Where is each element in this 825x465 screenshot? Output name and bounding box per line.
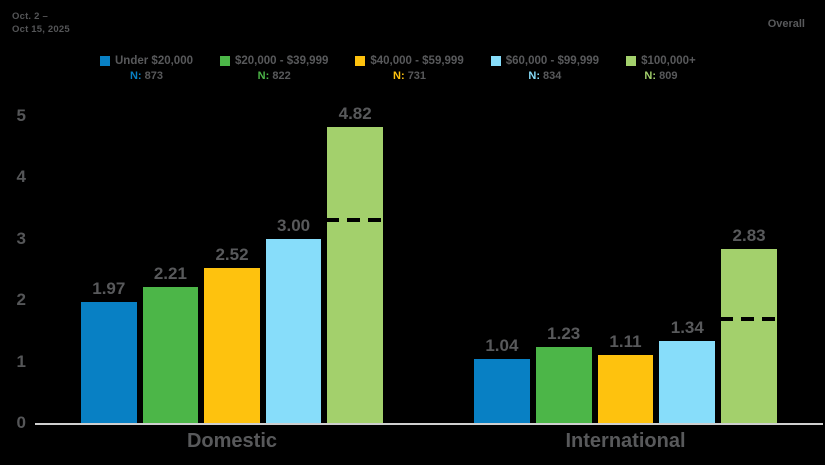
date-range-line2: Oct 15, 2025 <box>12 24 70 35</box>
legend-sample-size: N: 834 <box>528 70 561 82</box>
bar <box>265 238 322 423</box>
legend-n-prefix: N: <box>393 70 408 82</box>
legend-n-prefix: N: <box>257 70 273 82</box>
bar <box>721 249 777 423</box>
date-range-line1: Oct. 2 – <box>12 11 48 22</box>
bar <box>659 340 716 423</box>
bar-group-domestic: 1.97 2.21 2.52 3.00 4.82 <box>81 104 384 423</box>
bar-cell: 2.83 <box>720 226 778 423</box>
bar-cell: 1.04 <box>474 336 530 423</box>
bar-value-label: 1.34 <box>670 317 704 337</box>
legend-sample-size: N: 822 <box>258 70 291 82</box>
bar <box>81 302 137 423</box>
legend-item-label: $40,000 - $59,999 <box>370 55 464 67</box>
bar-cell: 1.11 <box>597 331 654 423</box>
y-tick-label: 4 <box>16 167 26 187</box>
legend-swatch <box>100 56 110 66</box>
legend-swatch <box>626 56 637 66</box>
x-axis-line <box>35 423 823 425</box>
legend-n-prefix: N: <box>644 70 660 82</box>
bar <box>327 127 383 423</box>
legend-n-value: 834 <box>543 70 562 82</box>
legend: Under $20,000 N: 873 $20,000 - $39,999 N: 8… <box>100 55 696 82</box>
legend-item: $100,000+ N: 809 <box>626 55 696 82</box>
bar <box>474 359 530 423</box>
y-tick-label: 1 <box>16 351 26 371</box>
category-label-international: International <box>565 430 686 452</box>
legend-n-prefix: N: <box>129 70 145 82</box>
legend-item: $60,000 - $99,999 N: 834 <box>490 55 600 82</box>
legend-n-value: 731 <box>407 70 427 82</box>
bar-value-label: 2.52 <box>215 245 249 265</box>
bar-group-international: 1.04 1.23 1.11 1.34 2.83 <box>474 226 778 423</box>
legend-swatch <box>355 56 366 66</box>
category-label-domestic: Domestic <box>186 430 278 452</box>
legend-item-label: $20,000 - $39,999 <box>235 55 329 67</box>
legend-swatch <box>220 56 230 66</box>
bar-cell: 1.23 <box>535 324 592 423</box>
bar-cell: 3.00 <box>265 215 322 423</box>
y-tick-label: 3 <box>16 228 26 248</box>
legend-sample-size: N: 731 <box>393 70 426 82</box>
legend-sample-size: N: 809 <box>644 70 677 82</box>
legend-item-label: $60,000 - $99,999 <box>505 55 600 67</box>
bar <box>204 268 260 423</box>
plot-area: 0 1 2 3 4 5 1.97 2.21 2.52 3.00 4.82 1.04 1.23 1.11 1.… <box>16 104 823 432</box>
legend-item: $40,000 - $59,999 N: 731 <box>355 55 464 82</box>
bar-cell: 2.21 <box>142 264 199 423</box>
legend-swatch <box>490 56 501 66</box>
legend-item-label: $100,000+ <box>641 55 696 67</box>
bar-value-label: 2.83 <box>732 226 766 246</box>
bar-value-label: 1.11 <box>609 331 642 351</box>
legend-item-label: Under $20,000 <box>115 55 193 67</box>
bar-cell: 1.97 <box>81 279 137 423</box>
bar-value-label: 2.21 <box>153 264 187 284</box>
bar-value-label: 3.00 <box>277 215 311 235</box>
bar <box>535 347 592 423</box>
legend-n-value: 873 <box>144 70 164 82</box>
bar <box>597 354 654 423</box>
bar-value-label: 1.97 <box>92 279 126 299</box>
date-range: Oct. 2 – Oct 15, 2025 <box>12 10 70 36</box>
legend-n-value: 809 <box>659 70 678 82</box>
legend-n-value: 822 <box>272 70 291 82</box>
y-tick-label: 2 <box>16 290 26 310</box>
bar <box>142 287 199 423</box>
legend-item: $20,000 - $39,999 N: 822 <box>220 55 328 82</box>
overall-dashed-line <box>720 316 778 321</box>
bar-value-label: 1.23 <box>547 324 581 344</box>
bar-cell: 2.52 <box>204 245 260 423</box>
legend-item: Under $20,000 N: 873 <box>100 55 193 82</box>
legend-sample-size: N: 873 <box>130 70 163 82</box>
overall-label: Overall <box>767 18 805 30</box>
legend-n-prefix: N: <box>528 70 544 82</box>
overall-dashed-line <box>326 218 384 223</box>
bar-value-label: 1.04 <box>485 336 519 356</box>
bar-value-label: 4.82 <box>338 104 372 124</box>
bar-cell: 1.34 <box>659 317 716 423</box>
bar-cell: 4.82 <box>326 104 384 423</box>
y-tick-label: 0 <box>16 413 26 432</box>
y-tick-label: 5 <box>16 106 26 125</box>
